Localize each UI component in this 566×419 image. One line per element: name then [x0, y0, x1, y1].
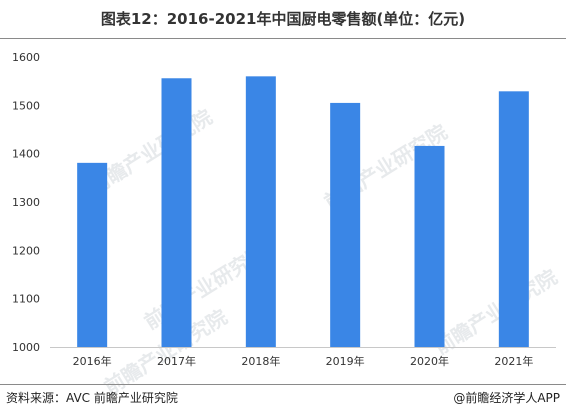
bar-2021年 — [498, 91, 529, 347]
x-tick-label: 2019年 — [326, 354, 365, 368]
source-note: 资料来源：AVC 前瞻产业研究院 — [6, 391, 178, 405]
y-tick-label: 1200 — [12, 244, 40, 257]
bar-2017年 — [161, 78, 192, 348]
x-tick-label: 2021年 — [494, 354, 533, 368]
bar-2020年 — [414, 145, 445, 347]
bar-2018年 — [245, 76, 276, 347]
x-axis: 2016年 2017年 2018年 2019年 2020年 2021年 — [73, 354, 534, 368]
watermark-text: 前瞻产业研究院 — [430, 265, 561, 360]
chart-title: 图表12：2016-2021年中国厨电零售额(单位：亿元) — [100, 10, 466, 28]
x-tick-label: 2020年 — [410, 354, 449, 368]
y-tick-label: 1600 — [12, 51, 40, 64]
footer-divider — [0, 384, 566, 385]
y-tick-label: 1000 — [12, 341, 40, 354]
x-tick-label: 2018年 — [241, 354, 280, 368]
y-axis: 1000 1100 1200 1300 1400 1500 1600 — [12, 51, 40, 354]
y-tick-label: 1300 — [12, 196, 40, 209]
bar-series — [77, 76, 529, 348]
y-tick-label: 1500 — [12, 99, 40, 112]
y-tick-label: 1100 — [12, 293, 40, 306]
y-tick-label: 1400 — [12, 148, 40, 161]
x-tick-label: 2016年 — [73, 354, 112, 368]
title-divider — [0, 38, 566, 39]
bar-2019年 — [330, 102, 361, 348]
brand-label: @前瞻经济学人APP — [453, 391, 560, 405]
bar-2016年 — [77, 162, 108, 347]
x-tick-label: 2017年 — [157, 354, 196, 368]
